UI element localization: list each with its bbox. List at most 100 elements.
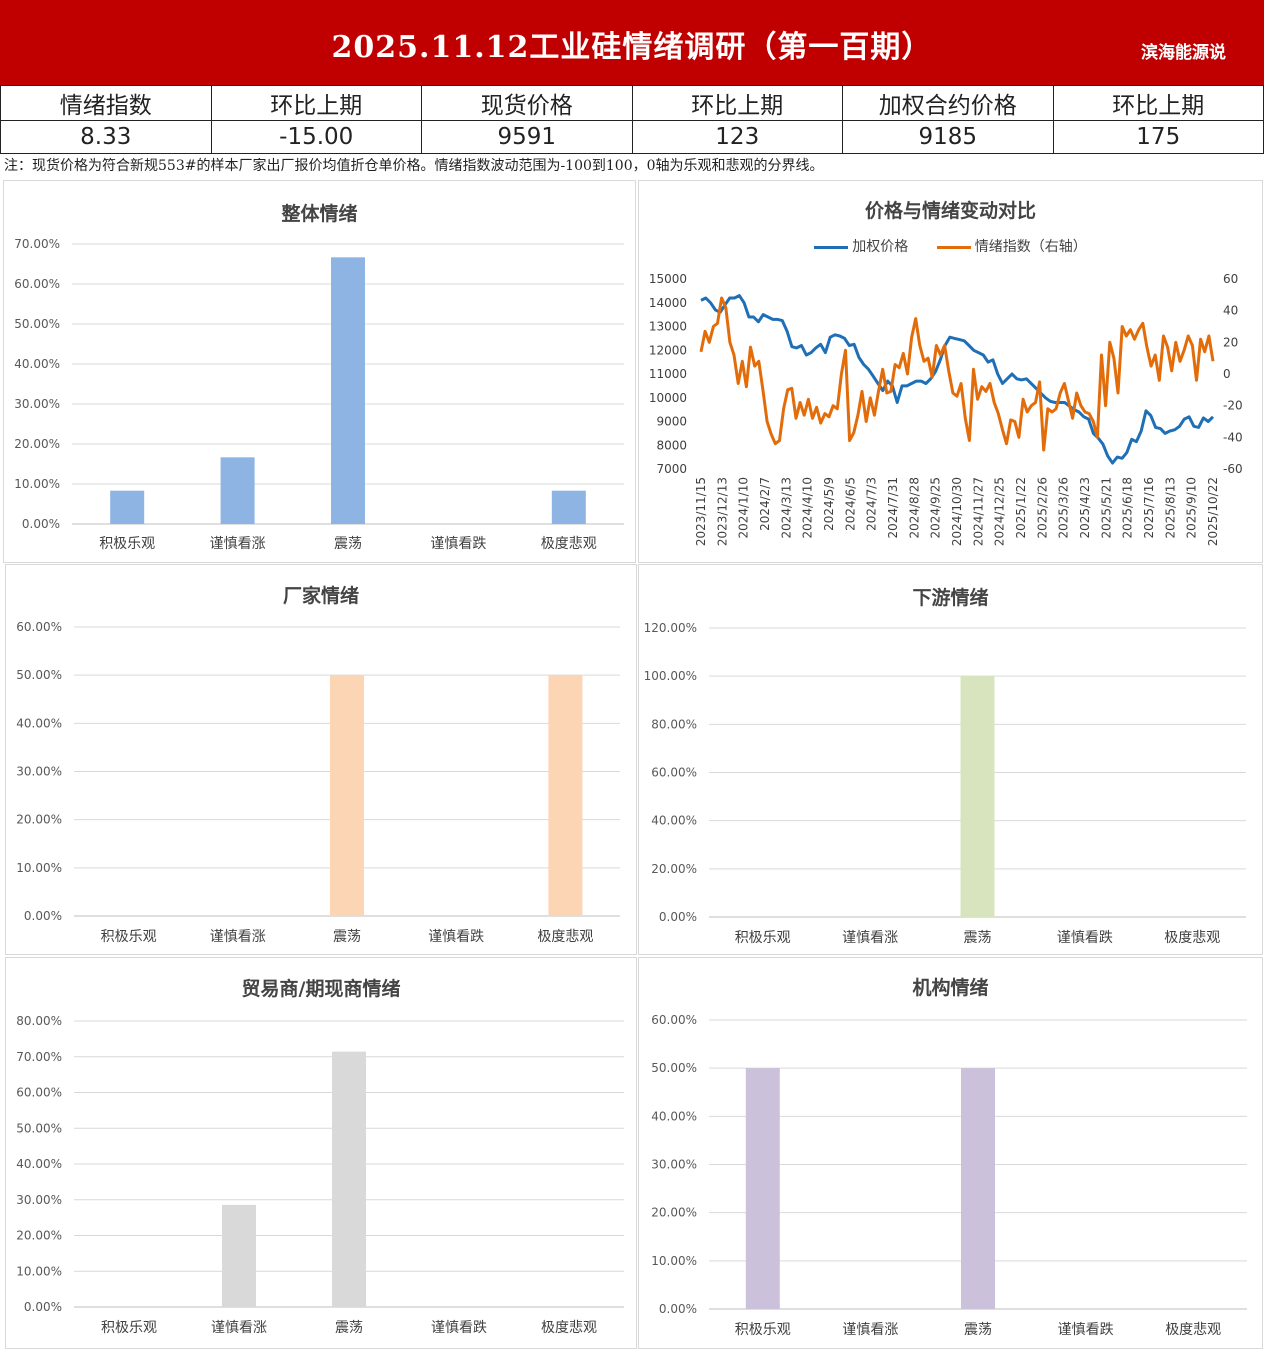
manufacturer-sentiment-svg: 0.00% 10.00% 20.00% 30.00% 40.00% 50.00% 60.00… bbox=[16, 620, 620, 945]
y-tick-label: 20.00% bbox=[14, 437, 60, 451]
y-tick-label: 40.00% bbox=[14, 357, 60, 371]
x-tick-label: 2024/6/5 bbox=[843, 477, 857, 531]
y-tick-label: 80.00% bbox=[651, 717, 697, 731]
x-tick-label: 2025/1/22 bbox=[1014, 477, 1028, 539]
y-left-tick-label: 15000 bbox=[649, 272, 687, 286]
legend-label: 加权价格 bbox=[852, 239, 909, 255]
report-title: 2025.11.12工业硅情绪调研（第一百期） bbox=[331, 30, 933, 65]
y-tick-label: 120.00% bbox=[644, 621, 697, 635]
x-category-label: 积极乐观 bbox=[101, 1320, 157, 1336]
bar bbox=[330, 675, 364, 916]
y-tick-label: 30.00% bbox=[651, 1158, 697, 1172]
y-tick-label: 30.00% bbox=[16, 1193, 62, 1207]
legend-swatch bbox=[814, 245, 849, 249]
x-tick-label: 2024/7/3 bbox=[865, 477, 879, 531]
summary-header-cell: 现货价格 bbox=[421, 85, 633, 121]
x-tick-label: 2023/11/15 bbox=[694, 477, 708, 546]
y-tick-label: 80.00% bbox=[16, 1014, 62, 1028]
bar bbox=[222, 1204, 256, 1307]
y-tick-label: 10.00% bbox=[651, 1254, 697, 1268]
brand-label: 滨海能源说 bbox=[1141, 43, 1226, 63]
y-tick-label: 40.00% bbox=[651, 1109, 697, 1123]
y-right-tick-label: 40 bbox=[1223, 304, 1238, 318]
bar bbox=[220, 457, 255, 524]
report-header: 2025.11.12工业硅情绪调研（第一百期） 滨海能源说 bbox=[0, 0, 1264, 85]
bar bbox=[548, 675, 583, 916]
x-tick-label: 2023/12/13 bbox=[715, 477, 729, 546]
summary-header-cell: 加权合约价格 bbox=[842, 85, 1054, 121]
weighted-change-value: 175 bbox=[1052, 120, 1264, 154]
x-tick-label: 2025/2/26 bbox=[1035, 477, 1049, 539]
y-tick-label: 60.00% bbox=[16, 1086, 62, 1100]
x-tick-label: 2025/10/22 bbox=[1206, 477, 1220, 546]
y-tick-label: 20.00% bbox=[651, 862, 697, 876]
institution-sentiment-chart: 机构情绪 0.00% 10.00% 20.00% 30.00% 40.00% 50.00%… bbox=[638, 957, 1263, 1349]
x-category-label: 谨慎看跌 bbox=[431, 1320, 487, 1336]
chart-title: 厂家情绪 bbox=[282, 585, 359, 607]
y-right-tick-label: 0 bbox=[1223, 367, 1231, 381]
x-category-label: 谨慎看跌 bbox=[428, 929, 484, 945]
x-tick-label: 2025/4/23 bbox=[1078, 477, 1092, 539]
institution-sentiment-svg: 0.00% 10.00% 20.00% 30.00% 40.00% 50.00% 60.00… bbox=[651, 1013, 1247, 1338]
summary-header-cell: 环比上期 bbox=[631, 85, 843, 121]
y-tick-label: 60.00% bbox=[651, 1013, 697, 1027]
legend-item-sentiment: 情绪指数（右轴） bbox=[936, 239, 1087, 255]
summary-table: 情绪指数 环比上期 现货价格 环比上期 加权合约价格 环比上期 8.33 -15… bbox=[0, 85, 1264, 154]
x-category-label: 谨慎看涨 bbox=[211, 1320, 267, 1336]
x-tick-label: 2024/7/31 bbox=[886, 477, 900, 539]
y-tick-label: 0.00% bbox=[659, 910, 697, 924]
x-tick-label: 2024/4/10 bbox=[801, 477, 815, 539]
x-tick-label: 2024/5/9 bbox=[822, 477, 836, 531]
y-tick-label: 50.00% bbox=[14, 317, 60, 331]
downstream-sentiment-chart: 下游情绪 0.00% 20.00% 40.00% 60.00% 80.00% 100.00… bbox=[638, 564, 1263, 955]
y-right-tick-label: -60 bbox=[1223, 462, 1243, 476]
y-tick-label: 60.00% bbox=[651, 766, 697, 780]
manufacturer-sentiment-chart: 厂家情绪 0.00% 10.00% 20.00% 30.00% 40.00% 50.00%… bbox=[5, 564, 637, 955]
y-left-tick-label: 11000 bbox=[649, 367, 687, 381]
footnote: 注：现货价格为符合新规553#的样本厂家出厂报价均值折仓单价格。情绪指数波动范围… bbox=[4, 158, 824, 174]
y-left-tick-label: 13000 bbox=[649, 320, 687, 334]
y-left-tick-label: 12000 bbox=[649, 343, 687, 357]
x-category-label: 极度悲观 bbox=[1164, 929, 1220, 946]
x-tick-label: 2024/11/27 bbox=[971, 477, 985, 546]
y-tick-label: 40.00% bbox=[651, 814, 697, 828]
price-vs-sentiment-chart: 价格与情绪变动对比 加权价格 情绪指数（右轴） 7000 8000 9000 1000… bbox=[638, 180, 1263, 563]
y-tick-label: 60.00% bbox=[16, 620, 62, 634]
x-category-label: 谨慎看涨 bbox=[842, 930, 898, 946]
x-tick-label: 2024/10/30 bbox=[950, 477, 964, 546]
y-right-tick-label: -20 bbox=[1223, 399, 1243, 413]
x-category-label: 积极乐观 bbox=[735, 930, 791, 946]
legend-label: 情绪指数（右轴） bbox=[974, 239, 1087, 255]
downstream-sentiment-svg: 0.00% 20.00% 40.00% 60.00% 80.00% 100.00% 120.… bbox=[644, 621, 1246, 946]
y-tick-label: 70.00% bbox=[16, 1050, 62, 1064]
x-tick-label: 2024/9/25 bbox=[929, 477, 943, 539]
chart-title: 贸易商/期现商情绪 bbox=[241, 978, 401, 1000]
x-category-label: 谨慎看涨 bbox=[210, 536, 266, 552]
x-category-label: 震荡 bbox=[334, 536, 362, 552]
chart-title: 机构情绪 bbox=[912, 977, 989, 999]
x-category-label: 极度悲观 bbox=[537, 928, 593, 945]
x-category-label: 谨慎看跌 bbox=[1058, 1322, 1114, 1338]
overall-sentiment-svg: 0.00% 10.00% 20.00% 30.00% 40.00% 50.00% 60.00… bbox=[14, 237, 624, 552]
y-left-tick-label: 7000 bbox=[656, 462, 687, 476]
y-tick-label: 30.00% bbox=[14, 397, 60, 411]
y-right-tick-label: 60 bbox=[1223, 272, 1238, 286]
y-left-tick-label: 14000 bbox=[649, 296, 687, 310]
price-series-line bbox=[700, 294, 1215, 465]
y-tick-label: 40.00% bbox=[16, 1157, 62, 1171]
y-tick-label: 70.00% bbox=[14, 237, 60, 251]
summary-header-cell: 环比上期 bbox=[210, 85, 422, 121]
bar bbox=[110, 490, 145, 524]
overall-sentiment-chart: 整体情绪 0.00% 10.00% 20.00% 30.00% 40.00% 50.00%… bbox=[3, 180, 636, 563]
x-category-label: 震荡 bbox=[964, 930, 992, 946]
y-tick-label: 60.00% bbox=[14, 277, 60, 291]
sentiment-index-value: 8.33 bbox=[0, 120, 212, 154]
x-category-label: 震荡 bbox=[333, 929, 361, 945]
sentiment-change-value: -15.00 bbox=[210, 120, 422, 154]
chart-title: 下游情绪 bbox=[912, 587, 989, 609]
chart-title: 价格与情绪变动对比 bbox=[864, 200, 1036, 222]
trader-sentiment-chart: 贸易商/期现商情绪 0.00% 10.00% 20.00% 30.00% 40.00% 5… bbox=[5, 957, 637, 1349]
bar bbox=[331, 257, 365, 524]
y-tick-label: 20.00% bbox=[16, 813, 62, 827]
y-tick-label: 0.00% bbox=[22, 517, 60, 531]
